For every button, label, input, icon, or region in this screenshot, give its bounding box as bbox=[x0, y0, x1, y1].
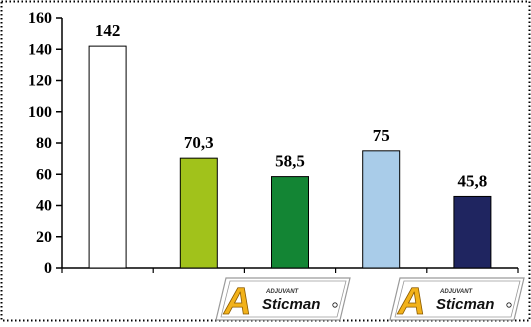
bars bbox=[88, 45, 492, 269]
logo-brand: Sticman bbox=[262, 296, 320, 313]
bar bbox=[271, 176, 309, 269]
y-tick-label: 100 bbox=[28, 104, 52, 121]
y-tick-label: 0 bbox=[44, 260, 52, 277]
logo-mark: A bbox=[223, 281, 251, 322]
logo-small-text: ADJUVANT bbox=[439, 289, 474, 295]
y-tick-label: 120 bbox=[28, 73, 52, 90]
y-tick-label: 160 bbox=[28, 10, 52, 27]
y-tick-label: 60 bbox=[36, 166, 52, 183]
logo-small-text: ADJUVANT bbox=[265, 289, 300, 295]
data-label: 142 bbox=[95, 21, 121, 40]
logo-card bbox=[215, 277, 351, 321]
y-axis: 0 20 40 60 80 100 120 140 160 bbox=[28, 10, 63, 277]
data-label: 75 bbox=[373, 126, 390, 145]
data-label: 58,5 bbox=[275, 152, 305, 171]
logo-card-inner bbox=[394, 280, 521, 318]
y-tick-label: 80 bbox=[36, 135, 52, 152]
y-tick-label: 40 bbox=[36, 198, 52, 215]
data-label: 70,3 bbox=[184, 133, 214, 152]
bar bbox=[179, 157, 218, 269]
logo-mark: A bbox=[397, 281, 425, 322]
logo-card bbox=[389, 277, 525, 321]
registered-icon bbox=[506, 302, 512, 308]
y-tick-label: 20 bbox=[36, 229, 52, 246]
registered-icon bbox=[332, 302, 338, 308]
logo-brand: Sticman bbox=[436, 296, 494, 313]
bar bbox=[362, 150, 401, 269]
y-tick-label: 140 bbox=[28, 41, 52, 58]
logo-card-inner bbox=[220, 280, 347, 318]
data-label: 45,8 bbox=[458, 171, 488, 190]
bar bbox=[453, 195, 492, 269]
bar bbox=[88, 45, 127, 269]
data-labels: 142 70,3 58,5 75 45,8 bbox=[95, 21, 487, 190]
x-axis bbox=[61, 267, 519, 273]
